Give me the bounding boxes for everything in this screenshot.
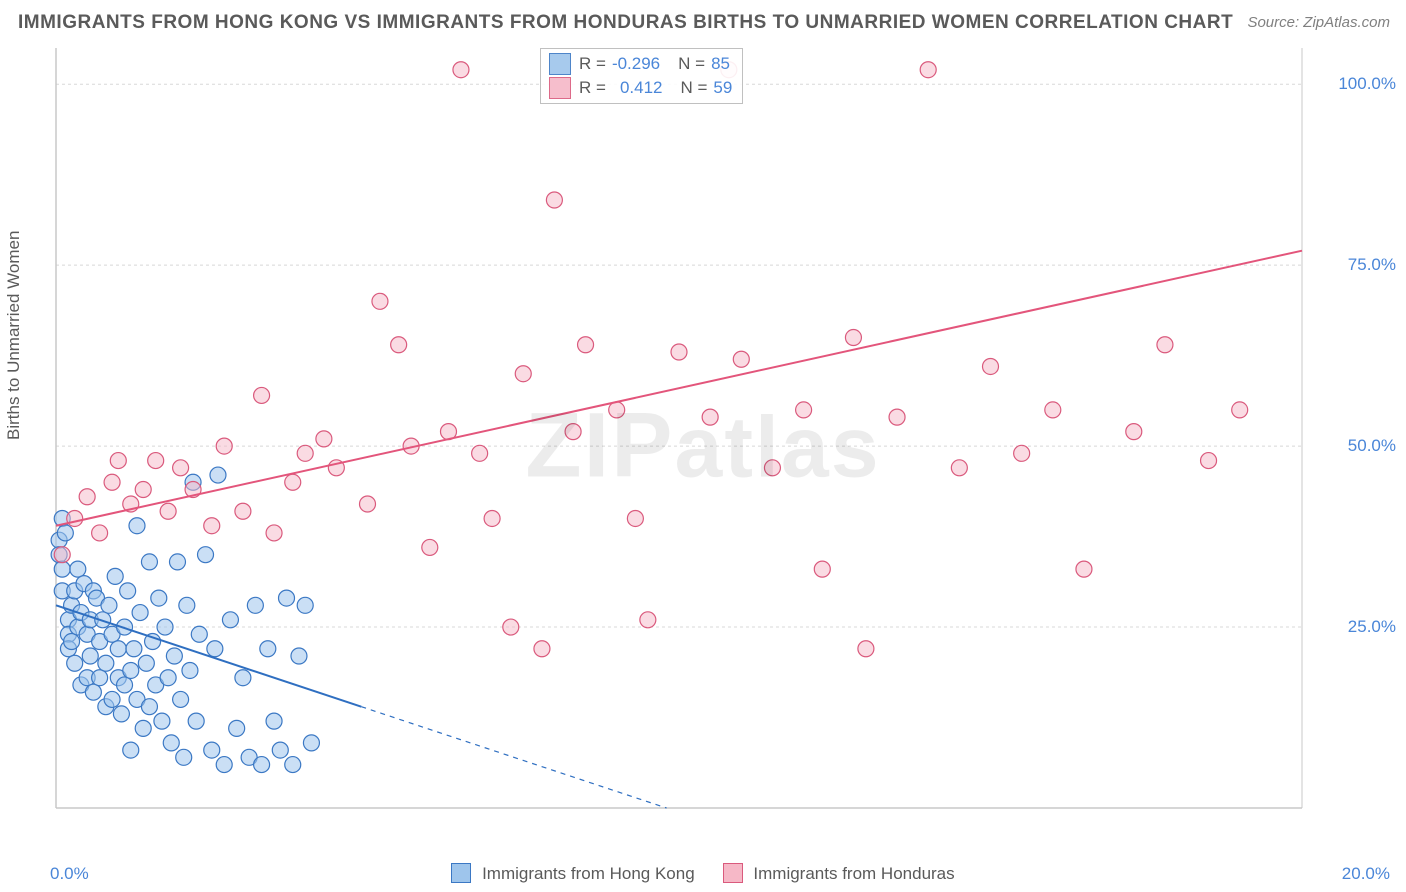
r-value-honduras: 0.412 <box>620 78 663 98</box>
swatch-honduras <box>549 77 571 99</box>
stats-row-hongkong: R = -0.296 N = 85 <box>549 52 732 76</box>
legend-item-honduras: Immigrants from Honduras <box>723 863 955 884</box>
y-axis-label: Births to Unmarried Women <box>4 231 24 440</box>
x-tick-min: 0.0% <box>50 864 89 884</box>
y-tick: 100.0% <box>1338 74 1396 94</box>
r-label: R = <box>579 54 606 74</box>
legend-item-hongkong: Immigrants from Hong Kong <box>451 863 694 884</box>
chart-title: IMMIGRANTS FROM HONG KONG VS IMMIGRANTS … <box>18 12 1233 34</box>
swatch-honduras <box>723 863 743 883</box>
plot-area <box>50 44 1382 844</box>
stats-legend: R = -0.296 N = 85 R = 0.412 N = 59 <box>540 48 743 104</box>
legend-label-honduras: Immigrants from Honduras <box>753 864 954 883</box>
series-legend: Immigrants from Hong Kong Immigrants fro… <box>0 863 1406 884</box>
source-label: Source: ZipAtlas.com <box>1247 14 1390 31</box>
r-label: R = <box>579 78 606 98</box>
n-value-honduras: 59 <box>713 78 732 98</box>
legend-label-hongkong: Immigrants from Hong Kong <box>482 864 695 883</box>
swatch-hongkong <box>549 53 571 75</box>
r-value-hongkong: -0.296 <box>612 54 660 74</box>
y-tick: 25.0% <box>1348 617 1396 637</box>
n-label: N = <box>680 78 707 98</box>
scatter-chart <box>50 44 1382 844</box>
swatch-hongkong <box>451 863 471 883</box>
x-tick-max: 20.0% <box>1342 864 1390 884</box>
y-tick: 75.0% <box>1348 255 1396 275</box>
stats-row-honduras: R = 0.412 N = 59 <box>549 76 732 100</box>
n-value-hongkong: 85 <box>711 54 730 74</box>
n-label: N = <box>678 54 705 74</box>
y-tick: 50.0% <box>1348 436 1396 456</box>
